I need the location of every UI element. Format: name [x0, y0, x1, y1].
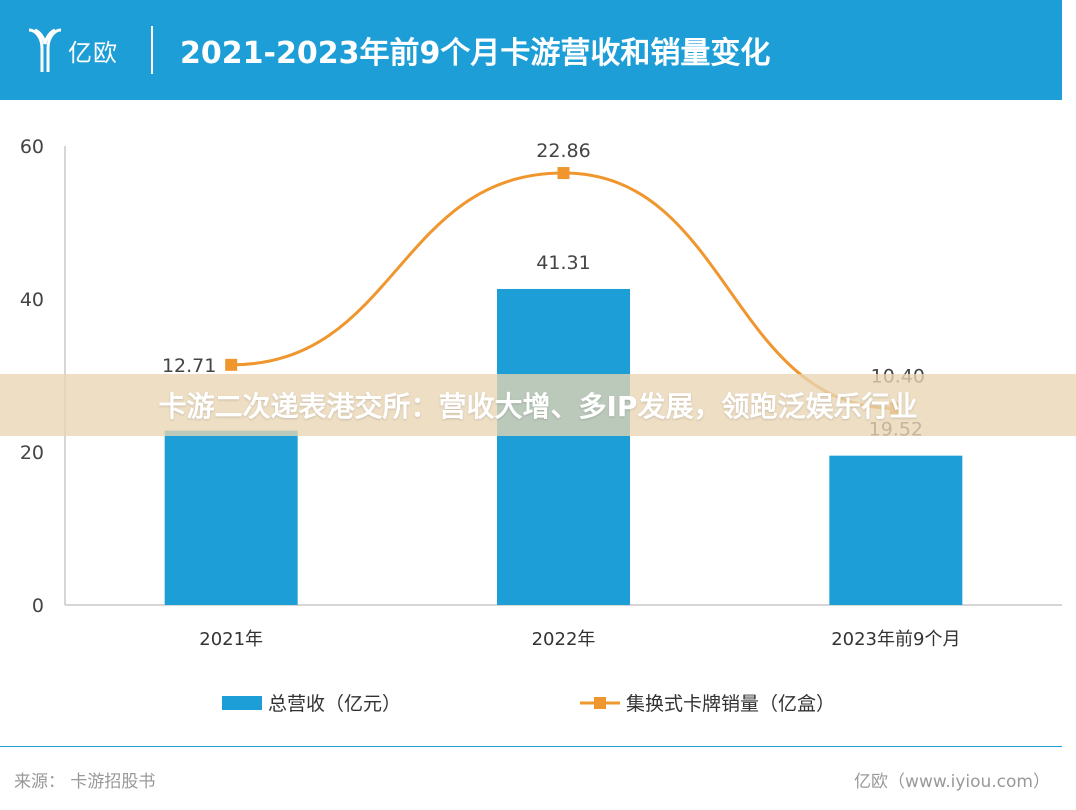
- header-banner: 亿欧 2021-2023年前9个月卡游营收和销量变化: [0, 0, 1062, 100]
- brand-logo: 亿欧: [26, 22, 136, 78]
- bar: [497, 288, 630, 605]
- headline-overlay: 卡游二次递表港交所：营收大增、多IP发展，领跑泛娱乐行业: [0, 374, 1076, 436]
- x-tick-labels: 2021年 2022年 2023年前9个月: [199, 629, 960, 650]
- y-tick-label: 0: [32, 595, 44, 617]
- bar-series: 41.3119.52: [164, 252, 963, 605]
- headline-text: 卡游二次递表港交所：营收大增、多IP发展，领跑泛娱乐行业: [158, 390, 918, 423]
- line-marker: [557, 167, 570, 180]
- y-tick-labels: 0 20 40 60: [20, 136, 44, 617]
- x-tick-label: 2021年: [199, 629, 263, 650]
- chart-legend: 总营收（亿元） 集换式卡牌销量（亿盒）: [222, 693, 835, 715]
- logo-text: 亿欧: [68, 38, 118, 67]
- y-tick-label: 20: [20, 442, 44, 464]
- yiou-logo-icon: [28, 28, 62, 72]
- x-tick-label: 2023年前9个月: [831, 629, 960, 650]
- bar: [829, 455, 963, 605]
- footer-divider: [0, 746, 1062, 747]
- bar: [164, 430, 298, 605]
- chart-title: 2021-2023年前9个月卡游营收和销量变化: [180, 36, 771, 71]
- footer-source: 来源： 卡游招股书: [14, 772, 156, 792]
- legend-swatch-revenue: [222, 696, 262, 710]
- legend-label-sales: 集换式卡牌销量（亿盒）: [626, 693, 835, 715]
- header-divider: [151, 26, 153, 74]
- bar-data-label: 41.31: [536, 252, 590, 274]
- y-tick-label: 60: [20, 136, 44, 158]
- x-tick-label: 2022年: [532, 629, 596, 650]
- y-tick-label: 40: [20, 289, 44, 311]
- footer-brand: 亿欧（www.iyiou.com）: [854, 772, 1050, 792]
- legend-label-revenue: 总营收（亿元）: [268, 693, 401, 715]
- line-data-label: 12.71: [162, 355, 216, 377]
- line-marker: [225, 358, 238, 371]
- line-data-label: 22.86: [536, 140, 590, 162]
- legend-swatch-marker: [594, 697, 606, 709]
